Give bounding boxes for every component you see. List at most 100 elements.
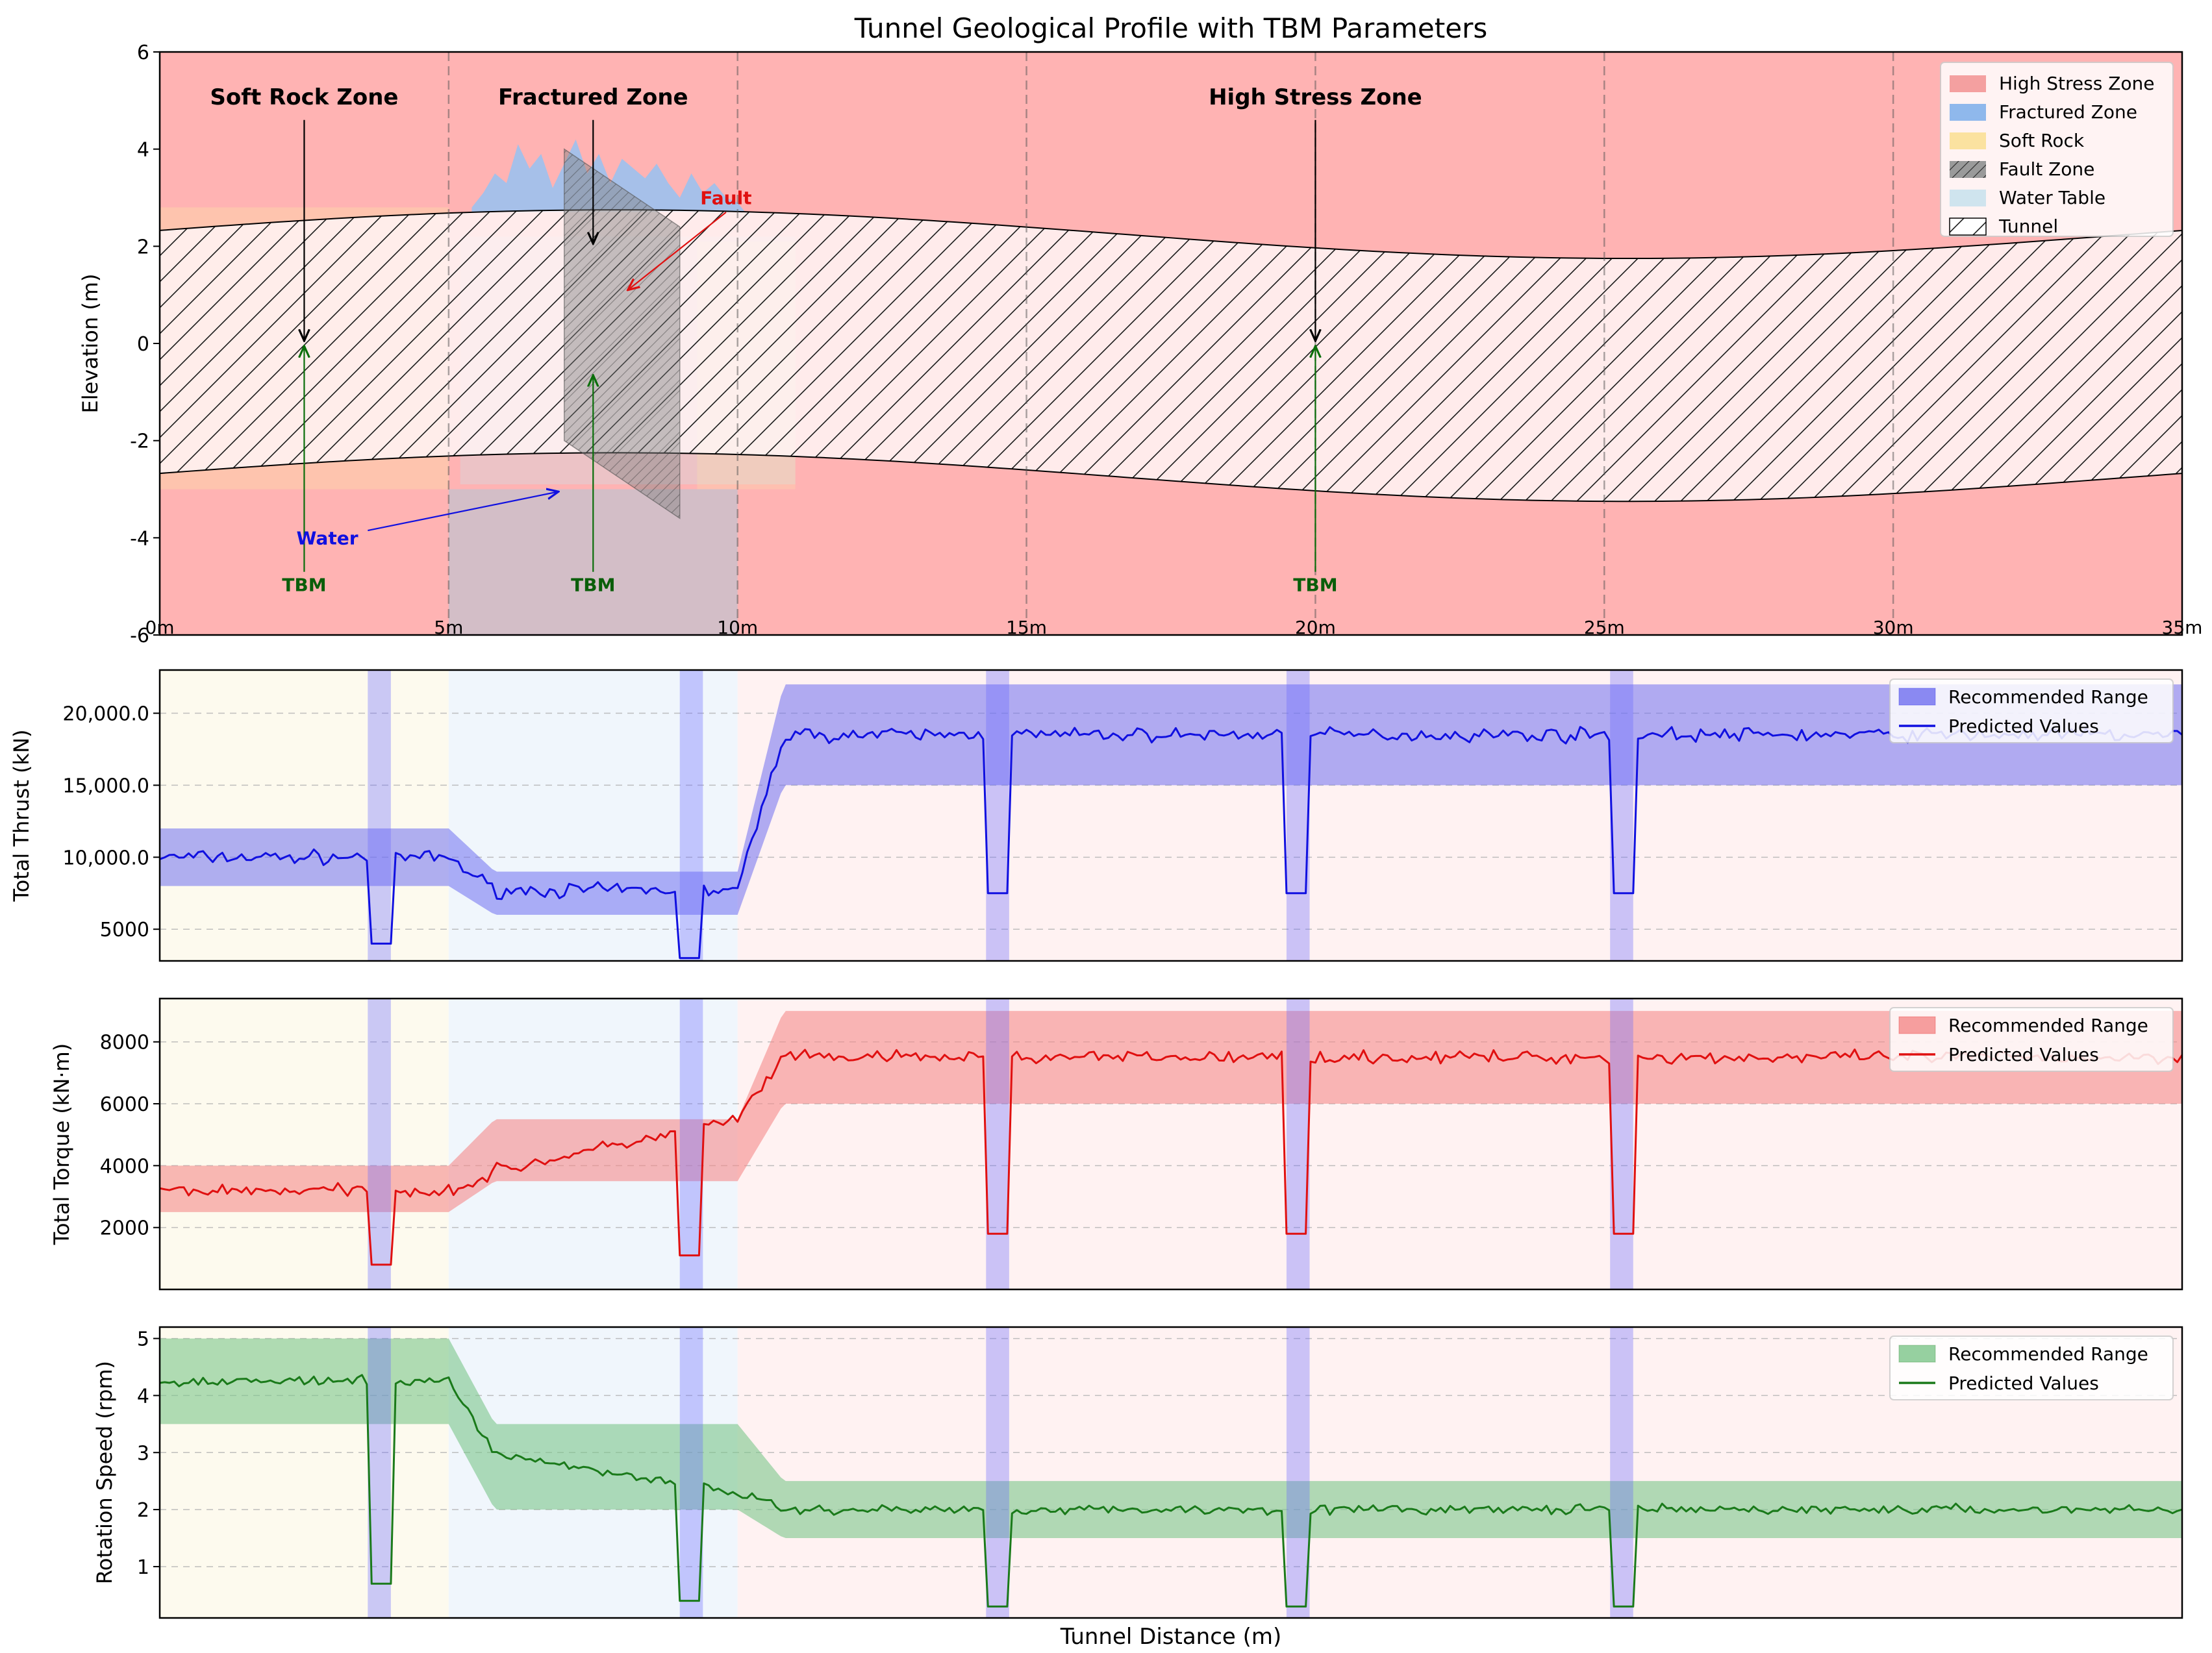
y-tick-label: 6000 — [100, 1093, 149, 1116]
profile-x-tick-label: 0m — [145, 617, 174, 638]
tbm-label: TBM — [1293, 575, 1337, 596]
legend-swatch — [1950, 132, 1986, 149]
legend-label: Fractured Zone — [1999, 101, 2137, 123]
legend-label: Recommended Range — [1948, 1015, 2148, 1036]
profile-y-tick-label: 4 — [137, 139, 149, 162]
y-tick-label: 5 — [137, 1328, 149, 1351]
y-tick-label: 20,000.0 — [62, 703, 149, 726]
legend-label: Predicted Values — [1948, 1373, 2099, 1394]
predicted-values-line — [160, 726, 2182, 960]
y-tick-label: 2 — [137, 1499, 149, 1522]
stoppage-band — [986, 670, 1009, 961]
legend-box — [1889, 1336, 2174, 1400]
tunnel-crown-line — [160, 209, 2182, 260]
zone-label: Fractured Zone — [498, 84, 688, 110]
speed-y-label: Rotation Speed (rpm) — [92, 1361, 117, 1584]
torque-y-label: Total Torque (kN·m) — [49, 1043, 74, 1245]
stoppage-band — [1286, 670, 1310, 961]
profile-x-tick-label: 10m — [717, 617, 758, 638]
legend-label: Tunnel — [1998, 216, 2058, 237]
legend-label: Predicted Values — [1948, 715, 2099, 737]
figure-title: Tunnel Geological Profile with TBM Param… — [854, 12, 1487, 44]
stoppage-band — [1286, 999, 1310, 1289]
stoppage-band — [368, 999, 391, 1289]
legend-swatch — [1950, 104, 1986, 121]
tbm-label: TBM — [282, 575, 326, 596]
profile-x-tick-label: 20m — [1295, 617, 1336, 638]
legend-range-swatch — [1898, 1016, 1936, 1034]
stoppage-band — [1610, 1327, 1633, 1618]
speed-panel: 1 2 3 4 5 Rotation Speed (rpm) Recommended R… — [92, 1326, 2183, 1619]
recommended-range-band — [160, 1338, 2182, 1539]
legend-box — [1889, 678, 2174, 743]
tunnel-invert-line — [160, 452, 2182, 503]
stoppage-band — [1286, 1327, 1310, 1618]
soft-rock-zone-background — [160, 670, 449, 961]
legend-label: Fault Zone — [1999, 158, 2094, 180]
legend-label: High Stress Zone — [1999, 73, 2155, 94]
profile-y-label: Elevation (m) — [78, 274, 103, 414]
profile-y-tick-label: -4 — [130, 527, 149, 550]
recommended-range-band — [160, 684, 2182, 915]
legend-label: Soft Rock — [1999, 130, 2085, 151]
fault-label: Fault — [700, 188, 751, 209]
profile-y-tick-label: 6 — [137, 42, 149, 64]
profile-x-tick-label: 5m — [434, 617, 463, 638]
y-tick-label: 2000 — [100, 1217, 149, 1240]
fractured-zone-area — [471, 139, 749, 218]
stoppage-band — [368, 670, 391, 961]
y-tick-label: 5000 — [100, 919, 149, 941]
y-tick-label: 15,000.0 — [62, 775, 149, 797]
torque-legend: Recommended Range Predicted Values — [1889, 1007, 2174, 1072]
y-tick-label: 4 — [137, 1385, 149, 1408]
profile-x-tick-label: 30m — [1873, 617, 1914, 638]
stoppage-band — [679, 1327, 703, 1618]
zone-label: High Stress Zone — [1209, 84, 1422, 110]
profile-y-tick-label: 2 — [137, 236, 149, 258]
profile-y-tick-label: 0 — [137, 333, 149, 356]
legend-range-swatch — [1898, 1345, 1936, 1363]
profile-legend-box — [1940, 62, 2174, 237]
legend-label: Water Table — [1999, 187, 2105, 208]
tbm-label: TBM — [571, 575, 615, 596]
water-arrow — [368, 491, 559, 532]
y-tick-label: 8000 — [100, 1032, 149, 1054]
recommended-range-band — [160, 1011, 2182, 1212]
thrust-legend: Recommended Range Predicted Values — [1889, 678, 2174, 743]
thrust-axes-frame — [158, 669, 2183, 962]
profile-legend: High Stress Zone Fractured Zone Soft Rock F… — [1940, 62, 2174, 237]
profile-x-tick-label: 15m — [1006, 617, 1047, 638]
profile-x-tick-label: 25m — [1584, 617, 1625, 638]
profile-x-tick-label: 35m — [2162, 617, 2203, 638]
stoppage-band — [1610, 670, 1633, 961]
y-tick-label: 4000 — [100, 1155, 149, 1178]
y-tick-label: 1 — [137, 1556, 149, 1579]
stoppage-band — [986, 1327, 1009, 1618]
speed-axes-frame — [158, 1326, 2183, 1619]
legend-range-swatch — [1898, 688, 1936, 706]
stoppage-band — [679, 670, 703, 961]
torque-panel: 2000 4000 6000 8000 Total Torque (kN·m) Rec… — [49, 997, 2183, 1291]
fault-zone-outline — [564, 148, 681, 519]
zone-label: Soft Rock Zone — [210, 84, 398, 110]
thrust-panel: 5000 10,000.0 15,000.0 20,000.0 Total Thrus… — [9, 669, 2183, 962]
thrust-y-label: Total Thrust (kN) — [9, 730, 34, 902]
legend-label: Predicted Values — [1948, 1044, 2099, 1065]
predicted-values-line — [160, 1048, 2182, 1266]
profile-y-tick-label: -2 — [130, 430, 149, 453]
legend-label: Recommended Range — [1948, 1343, 2148, 1365]
legend-swatch — [1949, 218, 1987, 236]
profile-panel: Soft Rock Zone Fractured Zone High Stress … — [78, 42, 2202, 647]
stoppage-band — [986, 999, 1009, 1289]
speed-legend: Recommended Range Predicted Values — [1889, 1336, 2174, 1400]
profile-y-tick-label: -6 — [130, 625, 149, 647]
y-tick-label: 10,000.0 — [62, 847, 149, 869]
legend-swatch — [1950, 190, 1986, 206]
legend-swatch — [1950, 75, 1986, 92]
legend-swatch — [1950, 161, 1986, 178]
water-label: Water — [297, 527, 358, 549]
legend-label: Recommended Range — [1948, 686, 2148, 708]
y-tick-label: 3 — [137, 1442, 149, 1465]
fault-arrow — [628, 212, 727, 290]
